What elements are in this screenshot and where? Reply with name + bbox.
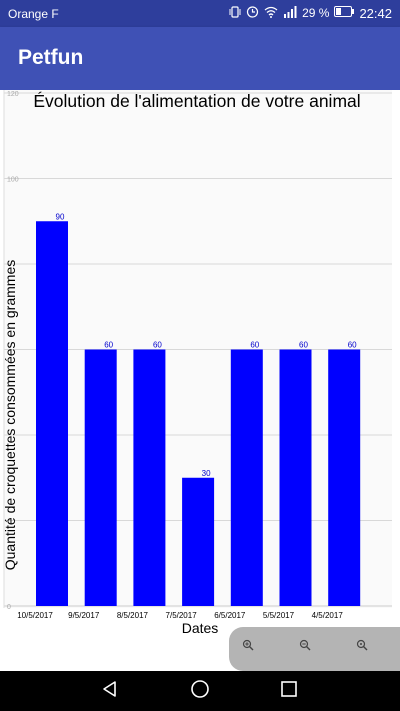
system-nav-bar [0, 671, 400, 711]
bar[interactable] [84, 349, 117, 607]
chart-area[interactable]: 0 100 120 90 60 60 30 60 60 60 10/5/2017 9/5/2017… [0, 90, 400, 671]
x-axis-label: Dates [182, 620, 219, 636]
bar[interactable] [279, 349, 312, 607]
y-tick-label: 100 [7, 177, 19, 184]
bar-value-label: 60 [250, 341, 259, 350]
x-tick-label: 9/5/2017 [68, 611, 100, 620]
y-tick-label: 0 [7, 604, 11, 611]
y-tick-labels: 0 100 120 [7, 91, 19, 611]
recents-button[interactable] [276, 679, 302, 703]
zoom-out-icon [299, 638, 311, 656]
bar[interactable] [36, 221, 68, 606]
bars [36, 221, 361, 607]
back-button[interactable] [97, 679, 123, 703]
battery-icon [334, 6, 355, 20]
status-icons: 29 % 22:42 [229, 5, 392, 21]
bar[interactable] [230, 349, 263, 607]
x-tick-label: 4/5/2017 [312, 611, 344, 620]
back-triangle-icon [101, 680, 119, 703]
bar-value-label: 90 [56, 212, 65, 221]
bar-chart[interactable]: 0 100 120 90 60 60 30 60 60 60 10/5/2017 9/5/2017… [0, 90, 400, 671]
x-tick-label: 10/5/2017 [17, 611, 53, 620]
bar[interactable] [182, 477, 215, 606]
app-bar: Petfun [0, 27, 400, 90]
zoom-out-button[interactable] [294, 636, 316, 658]
battery-level: 29 % [302, 6, 330, 20]
bar-value-label: 60 [104, 341, 113, 350]
carrier-label: Orange F [8, 7, 59, 21]
x-tick-label: 7/5/2017 [166, 611, 198, 620]
home-circle-icon [190, 679, 210, 704]
x-tick-label: 8/5/2017 [117, 611, 149, 620]
status-bar: Orange F 29 % 22:42 [0, 0, 400, 27]
wifi-icon [264, 6, 278, 21]
value-labels: 90 60 60 30 60 60 60 [56, 212, 358, 478]
alarm-icon [246, 5, 259, 21]
home-button[interactable] [187, 679, 213, 703]
vibrate-icon [229, 5, 241, 21]
zoom-in-icon [242, 638, 254, 656]
x-tick-label: 6/5/2017 [214, 611, 246, 620]
bar[interactable] [133, 349, 166, 607]
zoom-reset-icon [356, 638, 368, 656]
y-axis-label: Quantité de croquettes consommées en gra… [2, 260, 18, 571]
x-tick-labels: 10/5/2017 9/5/2017 8/5/2017 7/5/2017 6/5/201… [17, 611, 343, 620]
y-tick-label: 120 [7, 91, 19, 98]
grid [4, 92, 392, 607]
bar-value-label: 60 [299, 341, 308, 350]
app-title: Petfun [18, 46, 84, 69]
chart-title: Évolution de l'alimentation de votre ani… [33, 91, 360, 111]
clock: 22:42 [359, 5, 392, 21]
zoom-reset-button[interactable] [351, 636, 373, 658]
zoom-controls [229, 627, 400, 671]
bar-value-label: 60 [348, 341, 357, 350]
zoom-in-button[interactable] [237, 636, 259, 658]
bar[interactable] [328, 349, 361, 607]
bar-value-label: 60 [153, 341, 162, 350]
signal-icon [283, 5, 297, 21]
bar-value-label: 30 [202, 469, 211, 478]
x-tick-label: 5/5/2017 [263, 611, 295, 620]
recents-square-icon [280, 680, 298, 703]
